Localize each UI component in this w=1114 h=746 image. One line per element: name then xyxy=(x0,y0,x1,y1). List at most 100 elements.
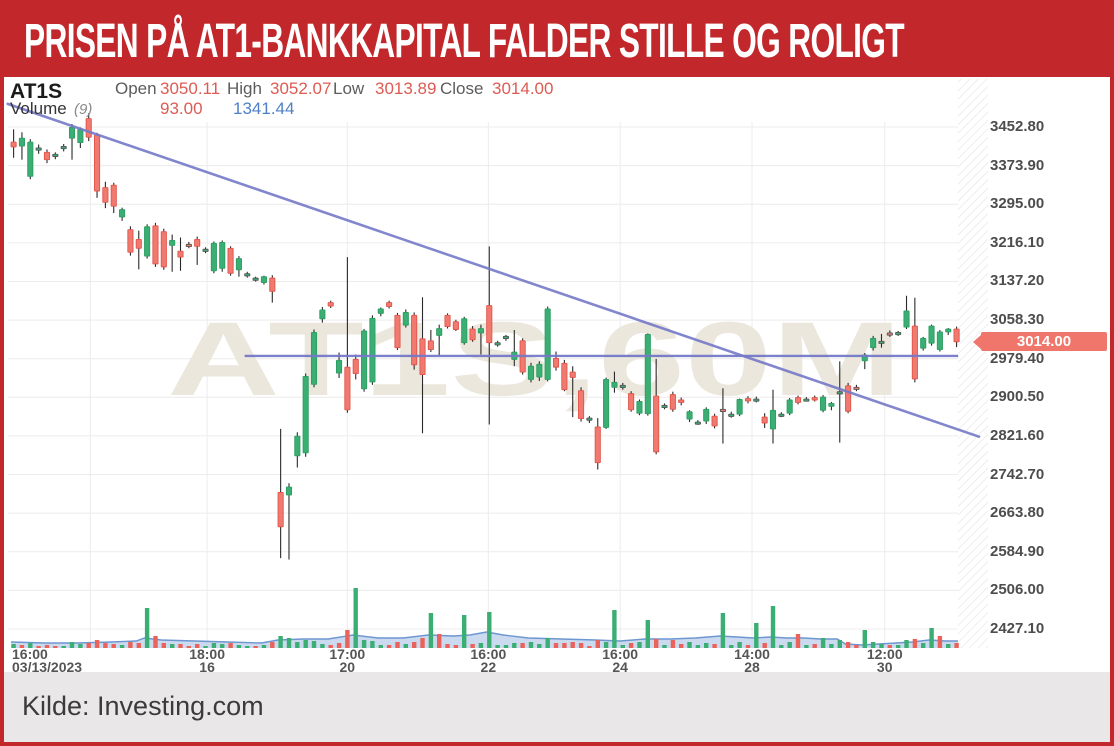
volume-bar xyxy=(704,643,709,648)
price-tick-label: 3216.10 xyxy=(990,233,1045,251)
volume-bar xyxy=(295,642,300,648)
candle-body xyxy=(444,314,451,328)
volume-bar xyxy=(620,645,625,648)
volume-bar xyxy=(28,643,33,648)
candle-body xyxy=(285,486,293,496)
volume-bar xyxy=(161,643,166,648)
descending-trendline[interactable] xyxy=(6,102,981,439)
volume-bar xyxy=(854,645,859,648)
candle-body xyxy=(820,396,827,411)
volume-bar xyxy=(946,644,951,648)
candle-body xyxy=(794,397,802,403)
volume-bar xyxy=(136,643,141,648)
volume-bar xyxy=(44,645,50,648)
volume-bar xyxy=(603,642,609,648)
volume-bar xyxy=(545,638,550,648)
time-tick-label: 18:00 16 xyxy=(189,646,225,675)
candle-body xyxy=(736,399,743,415)
candle-body xyxy=(144,226,151,257)
volume-bar xyxy=(94,640,100,648)
volume-bar xyxy=(879,644,884,648)
candle-body xyxy=(269,277,276,292)
price-tick-label: 2663.80 xyxy=(990,504,1045,522)
volume-bar xyxy=(712,644,717,648)
volume-bar xyxy=(61,646,66,648)
candle-body xyxy=(35,147,42,151)
candle-body xyxy=(694,421,701,425)
headline-banner: PRISEN PÅ AT1-BANKKAPITAL FALDER STILLE … xyxy=(4,4,1110,77)
candle-body xyxy=(502,335,510,340)
time-tick-label: 16:00 22 xyxy=(470,646,507,675)
volume-bar xyxy=(512,643,517,648)
volume-bar xyxy=(445,644,450,648)
volume-bar xyxy=(954,643,959,648)
volume-bar xyxy=(612,610,617,648)
candle-body xyxy=(394,314,401,349)
volume-bar xyxy=(687,642,692,648)
candle-body xyxy=(27,141,34,177)
candle-body xyxy=(310,332,318,385)
volume-bar xyxy=(361,640,367,648)
volume-bar xyxy=(921,643,926,648)
volume-ma-value: 1341.44 xyxy=(233,99,295,118)
volume-ma-line xyxy=(10,631,958,646)
volume-bar xyxy=(220,644,225,648)
price-tick-label: 3452.80 xyxy=(990,118,1045,135)
candle-body xyxy=(628,393,635,411)
candle-body xyxy=(244,273,251,277)
volume-bar xyxy=(896,645,901,648)
candlestick-plot[interactable]: AT1S,60M xyxy=(4,77,1110,672)
candle-body xyxy=(469,328,476,341)
candle-body xyxy=(327,302,334,307)
candle-body xyxy=(920,337,927,349)
volume-bar xyxy=(570,642,575,648)
candle-body xyxy=(377,308,384,314)
volume-bar xyxy=(403,644,408,648)
price-tick-label: 3058.30 xyxy=(990,311,1045,329)
volume-bar xyxy=(695,645,701,648)
candle-body xyxy=(110,184,117,207)
time-tick-label: 16:00 03/13/2023 xyxy=(12,646,83,675)
candle-body xyxy=(928,325,935,344)
volume-bar xyxy=(478,643,484,648)
candle-body xyxy=(803,398,810,402)
volume-bar xyxy=(587,646,592,648)
volume-bar xyxy=(470,644,475,648)
close-value: 3014.00 xyxy=(492,79,554,98)
volume-bar xyxy=(804,645,809,648)
volume-bar xyxy=(862,630,867,648)
candle-body xyxy=(886,332,893,336)
candle-body xyxy=(653,395,660,453)
price-tick-label: 2821.60 xyxy=(990,426,1045,444)
candle-body xyxy=(686,411,693,420)
candle-body xyxy=(619,384,626,388)
volume-bar xyxy=(153,636,158,648)
candle-body xyxy=(544,308,551,380)
volume-bar xyxy=(203,646,208,648)
volume-bar xyxy=(845,642,851,648)
time-tick-label: 14:00 28 xyxy=(734,646,770,675)
volume-bar xyxy=(904,640,909,648)
candle-body xyxy=(194,239,201,247)
volume-bar xyxy=(745,645,751,648)
plot-right-margin xyxy=(958,79,988,648)
candle-body xyxy=(936,331,943,351)
volume-bar xyxy=(186,646,191,648)
candle-body xyxy=(10,141,17,148)
price-tick-label: 3295.00 xyxy=(990,195,1045,213)
candle-body xyxy=(227,247,234,274)
candle-body xyxy=(361,330,368,390)
volume-bar xyxy=(662,645,667,648)
volume-bar xyxy=(770,606,776,648)
volume-bar xyxy=(628,643,634,648)
candle-body xyxy=(68,126,76,139)
candle-body xyxy=(344,366,351,411)
volume-period: (9) xyxy=(74,101,93,118)
volume-bar xyxy=(887,645,892,648)
candle-body xyxy=(135,239,142,249)
volume-bar xyxy=(278,636,283,648)
candle-body xyxy=(235,258,242,271)
time-tick-label: 16:00 24 xyxy=(602,646,639,675)
volume-bar xyxy=(270,642,275,648)
candle-body xyxy=(369,317,376,383)
